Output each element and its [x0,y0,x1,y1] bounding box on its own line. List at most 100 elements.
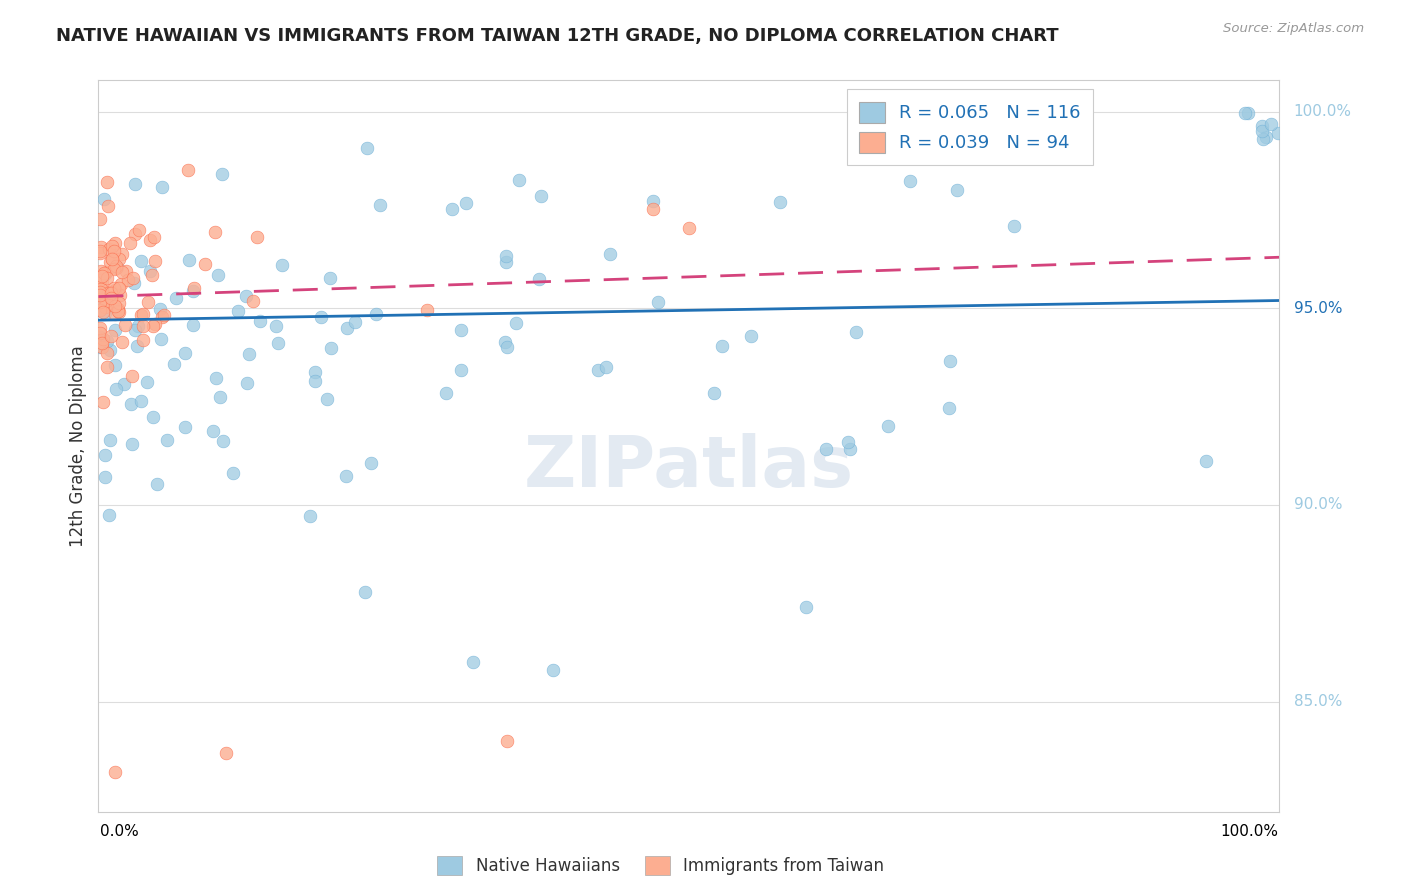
Point [90,282,112,296]
Point [89,302,111,317]
Point [1250,119,1272,133]
Point [165,291,187,305]
Point [769,194,792,209]
Text: ZIPatlas: ZIPatlas [524,434,853,502]
Point [238,346,260,360]
Point [122,271,145,285]
Point [93,293,115,307]
Point [111,247,134,261]
Point [124,323,146,337]
Point [104,382,127,396]
Point [89,273,111,287]
Point [155,434,177,448]
Point [226,304,249,318]
Point [344,315,367,329]
Point [93,395,115,409]
Point [103,281,125,295]
Point [104,358,127,372]
Point [142,410,165,425]
Legend: R = 0.065   N = 116, R = 0.039   N = 94: R = 0.065 N = 116, R = 0.039 N = 94 [846,89,1094,165]
Point [97,242,120,256]
Point [150,179,173,194]
Point [678,221,700,235]
Point [181,284,204,298]
Point [141,268,163,283]
Point [356,141,378,155]
Point [124,277,146,291]
Point [112,376,135,391]
Point [110,277,132,292]
Point [508,173,530,187]
Point [304,365,326,379]
Point [111,265,134,279]
Point [90,264,112,278]
Point [89,212,111,227]
Point [104,765,127,780]
Point [415,303,437,318]
Point [461,655,484,669]
Point [129,253,152,268]
Point [360,456,382,470]
Point [91,332,114,346]
Point [120,397,142,411]
Point [93,192,115,206]
Point [142,318,165,333]
Point [108,305,131,319]
Point [436,385,458,400]
Point [132,307,155,321]
Point [145,317,167,331]
Point [101,252,124,267]
Point [108,252,131,266]
Point [89,326,111,340]
Point [150,310,173,325]
Point [93,470,115,484]
Point [91,304,114,318]
Point [163,358,186,372]
Point [529,189,551,203]
Point [89,340,111,354]
Point [214,746,236,760]
Point [939,353,962,368]
Point [97,199,120,213]
Point [100,328,122,343]
Point [89,288,111,302]
Point [107,302,129,317]
Point [450,363,472,377]
Point [96,346,118,360]
Point [335,468,357,483]
Point [93,266,115,280]
Point [181,318,204,333]
Point [173,346,195,360]
Point [505,317,527,331]
Point [100,239,122,253]
Point [794,600,817,615]
Point [209,390,232,404]
Point [89,246,111,260]
Point [89,329,111,343]
Point [495,249,517,263]
Point [89,295,111,310]
Point [127,339,149,353]
Point [98,508,121,523]
Point [440,202,463,216]
Point [132,334,155,348]
Point [309,310,332,324]
Point [89,285,111,299]
Point [96,294,118,309]
Point [837,435,859,450]
Point [121,436,143,450]
Point [450,323,472,337]
Point [96,359,118,374]
Point [138,233,160,247]
Point [136,376,159,390]
Point [211,167,233,181]
Point [96,175,118,189]
Point [496,340,519,354]
Point [104,299,127,313]
Point [368,197,391,211]
Point [1250,124,1272,138]
Point [212,434,235,448]
Point [132,318,155,333]
Point [1233,105,1256,120]
Point [94,306,117,320]
